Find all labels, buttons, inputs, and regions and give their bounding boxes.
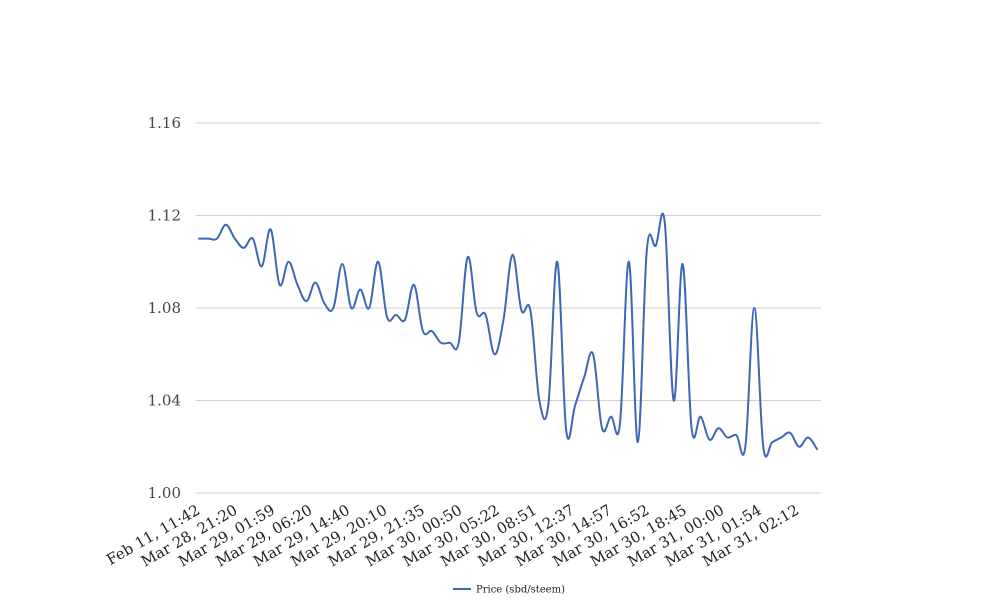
- series-line-price: [198, 212, 818, 458]
- y-tick-label: 1.12: [148, 207, 181, 225]
- legend[interactable]: Price (sbd/steem): [453, 585, 565, 596]
- y-axis-ticks: 1.00 1.04 1.08 1.12 1.16: [148, 114, 181, 502]
- y-tick-label: 1.04: [148, 392, 181, 410]
- series-layer: [198, 212, 818, 458]
- y-tick-label: 1.00: [148, 484, 181, 502]
- y-tick-label: 1.08: [148, 299, 181, 317]
- legend-label-price: Price (sbd/steem): [476, 585, 565, 596]
- y-tick-label: 1.16: [148, 114, 181, 132]
- grid-lines: [196, 122, 821, 494]
